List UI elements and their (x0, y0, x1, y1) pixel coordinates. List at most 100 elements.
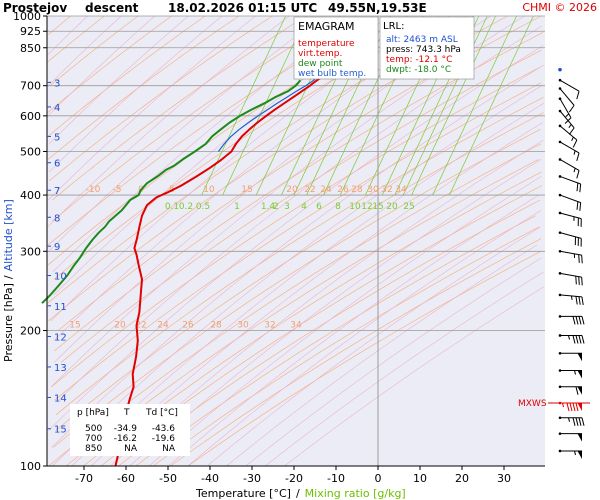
isotherm-label-low: 20 (286, 185, 298, 195)
legend-box (293, 16, 379, 80)
mxws-label: MXWS (518, 399, 547, 409)
mixing-ratio-label: 1.4 (261, 202, 276, 212)
dry-adiabat (83, 171, 542, 467)
series-temperature (114, 73, 328, 467)
pressure-tick-label: 100 (20, 460, 41, 473)
altitude-tick-label: 13 (54, 363, 67, 374)
wind-barb (558, 385, 582, 395)
wind-barb-max (558, 401, 582, 412)
mixing-ratio-label: 3 (284, 202, 290, 212)
wind-barb (558, 97, 572, 124)
isotherm-label-low: 30 (367, 185, 379, 195)
altitude-tick-label: 3 (54, 78, 60, 89)
pressure-tick-label: 850 (20, 42, 41, 55)
moist-adiabat (48, 45, 544, 431)
altitude-tick-label: 12 (54, 332, 67, 343)
dry-adiabat (135, 215, 536, 467)
altitude-tick-label: 5 (54, 132, 60, 143)
moist-adiabat (47, 15, 290, 228)
mixing-ratio-line (411, 15, 496, 196)
temperature-ticks: -70 -60 -50 -40 -30 -20 -10 0 10 20 30 (75, 466, 511, 485)
mixing-ratio-label: 1 (234, 202, 240, 212)
moist-adiabat (187, 210, 542, 467)
altitude-tick-label: 11 (54, 302, 67, 313)
moist-adiabat (48, 15, 323, 252)
mixing-ratio-label: 0.2 (179, 202, 193, 212)
dry-adiabat (170, 238, 542, 467)
moist-adiabat (284, 286, 544, 467)
moist-adiabat (48, 15, 223, 173)
mixing-ratio-line (432, 15, 517, 196)
table-row-3-p: 850 (85, 444, 102, 454)
pressure-tick-label: 400 (20, 189, 41, 202)
mixing-ratio-label: 15 (372, 202, 383, 212)
temperature-tick-label: -50 (159, 472, 177, 485)
wind-barb (558, 293, 584, 306)
lrl-box (379, 16, 475, 80)
pressure-gridlines (47, 15, 545, 331)
mixing-ratio-label: 0.5 (196, 202, 210, 212)
data-table-bg (70, 404, 190, 456)
mixing-ratio-label: 6 (316, 202, 322, 212)
dry-adiabat (55, 96, 544, 415)
temperature-tick-label: -40 (201, 472, 219, 485)
dry-adiabat (118, 199, 541, 467)
isotherm-label-low: 10 (203, 185, 215, 195)
wind-lowest-point (558, 67, 562, 72)
y-axis-label: Pressure [hPa]/Altitude [km] (2, 199, 15, 362)
altitude-tick-label: 4 (54, 103, 60, 114)
moist-adiabat (265, 271, 544, 467)
temperature-tick-label: -20 (285, 472, 303, 485)
isotherm-label-low: 22 (304, 185, 315, 195)
mixing-ratio-label: 25 (403, 202, 414, 212)
dry-adiabat (47, 15, 239, 160)
isotherm-label-low: 24 (320, 185, 332, 195)
altitude-tick-label: 6 (54, 159, 60, 170)
wind-barb (558, 272, 583, 286)
mixing-ratio-label: 2 (273, 202, 279, 212)
isotherm-label-low: 32 (381, 185, 392, 195)
lrl-alt: alt: 2463 m ASL (386, 35, 458, 45)
isotherm-label: 26 (182, 321, 194, 331)
series-dew-point (41, 79, 302, 304)
table-row-3-td: NA (162, 444, 176, 454)
altitude-tick-label: 9 (54, 242, 60, 253)
dry-adiabat (54, 82, 542, 401)
altitude-tick-label: 7 (54, 186, 60, 197)
temperature-tick-label: 20 (455, 472, 469, 485)
wind-barb (558, 140, 580, 161)
dry-adiabat (60, 49, 542, 363)
moist-adiabat (71, 102, 545, 467)
wind-barb (558, 369, 582, 379)
table-row-1-t: -34.9 (114, 424, 138, 434)
lrl-dwpt: dwpt: -18.0 °C (386, 65, 451, 75)
dry-adiabat (51, 66, 541, 388)
profile-series (41, 73, 328, 467)
temperature-tick-label: 30 (497, 472, 511, 485)
mixing-ratio-line (201, 15, 286, 196)
legend-item-virt-temp: virt.temp. (298, 49, 342, 59)
isotherm-label: 22 (135, 321, 146, 331)
mixing-ratio-label: 20 (386, 202, 398, 212)
isotherm-label: 28 (210, 321, 222, 331)
temperature-tick-label: 0 (375, 472, 382, 485)
wind-barb (558, 334, 585, 344)
altitude-tick-label: 8 (54, 213, 60, 224)
altitude-tick-label: 10 (54, 272, 67, 283)
mixing-ratio-label: 10 (349, 202, 361, 212)
table-row-1-p: 500 (85, 424, 102, 434)
wind-barb (558, 352, 582, 362)
moist-adiabat (149, 176, 542, 467)
moist-adiabat (168, 194, 539, 467)
dry-adiabat (100, 185, 543, 467)
temperature-tick-label: -60 (117, 472, 135, 485)
mixing-ratio-label: 8 (335, 202, 341, 212)
isotherm-label-low: 26 (337, 185, 349, 195)
dry-adiabat (48, 143, 542, 467)
isotherm-label: 32 (264, 321, 275, 331)
mixing-ratio-labels: 0.1 0.2 0.5 1 1.42 3 4 6 8 10 12 15 20 25 (165, 202, 415, 212)
wind-barb (558, 124, 578, 148)
pressure-tick-label: 925 (20, 25, 41, 38)
